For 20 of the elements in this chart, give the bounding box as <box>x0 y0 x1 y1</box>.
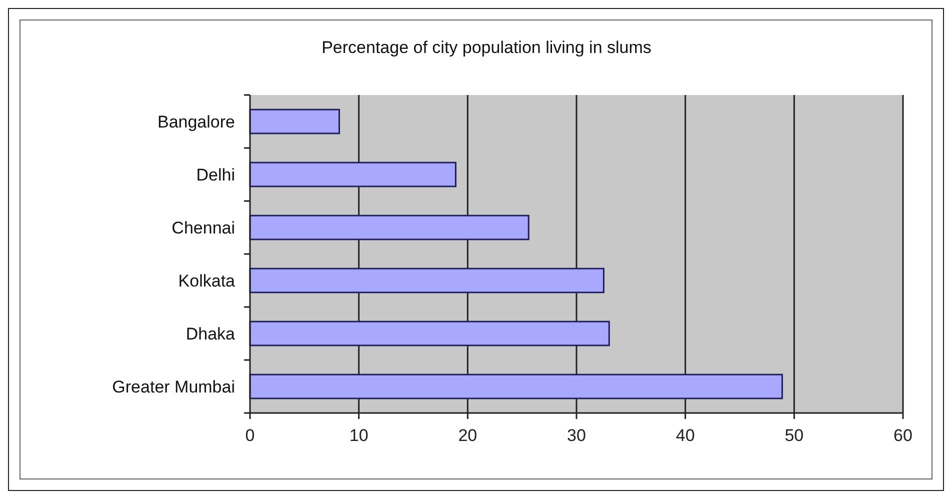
chart-title: Percentage of city population living in slums <box>322 38 652 57</box>
bar <box>249 214 530 240</box>
bar <box>249 374 783 400</box>
x-tick-label: 50 <box>784 426 804 445</box>
y-tick-label: Chennai <box>172 218 235 238</box>
x-tick-label: 60 <box>894 426 912 445</box>
bar <box>249 268 604 294</box>
bar <box>249 162 456 188</box>
x-tick-label: 40 <box>676 426 695 445</box>
y-tick-label: Greater Mumbai <box>112 377 235 396</box>
x-tick-label: 20 <box>458 426 478 445</box>
y-tick-label: Kolkata <box>178 271 236 290</box>
bar <box>249 320 610 346</box>
y-tick-label: Bangalore <box>157 112 235 132</box>
x-tick-label: 0 <box>245 426 255 445</box>
x-tick-label: 30 <box>567 426 586 445</box>
bar <box>249 108 340 134</box>
x-tick-label: 10 <box>349 426 368 445</box>
y-tick-label: Dhaka <box>186 324 236 344</box>
y-tick-label: Delhi <box>196 165 235 184</box>
